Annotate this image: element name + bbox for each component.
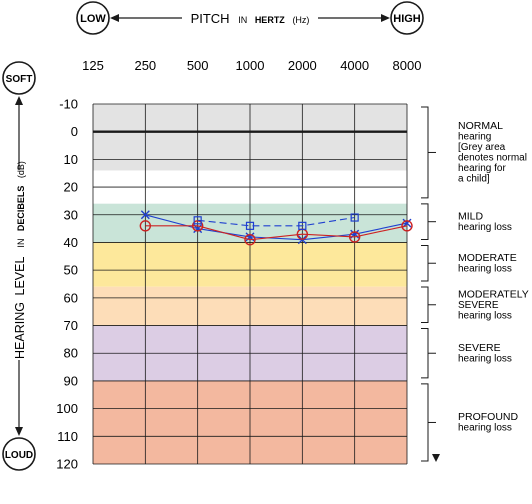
level-arrow-up-head bbox=[15, 96, 23, 105]
square-marker-point-1 bbox=[245, 221, 255, 230]
grid-lines bbox=[92, 103, 408, 465]
bracket-2 bbox=[421, 244, 429, 282]
pitch-arrow-right-head bbox=[381, 14, 390, 22]
x-tick-label-4: 2000 bbox=[288, 58, 317, 73]
pitch-unit: (Hz) bbox=[292, 15, 309, 25]
series-line-square bbox=[197, 216, 355, 227]
x-tick-label-0: 125 bbox=[82, 58, 104, 73]
x-tick-label-6: 8000 bbox=[393, 58, 422, 73]
y-tick-label-5: 40 bbox=[64, 235, 78, 250]
category-label-1-1: hearing loss bbox=[458, 222, 512, 233]
y-tick-label-2: 10 bbox=[64, 152, 78, 167]
y-tick-label-9: 80 bbox=[64, 346, 78, 361]
category-label-0-1: hearing bbox=[458, 132, 491, 143]
level-arrow-down-head bbox=[15, 427, 23, 436]
y-tick-label-3: 20 bbox=[64, 180, 78, 195]
category-label-5-0: PROFOUND bbox=[458, 411, 519, 423]
y-tick-label-13: 120 bbox=[56, 457, 78, 472]
o-marker-point-5 bbox=[401, 220, 413, 232]
category-label-5-1: hearing loss bbox=[458, 423, 512, 434]
loud-label: LOUD bbox=[5, 450, 33, 461]
soft-label: SOFT bbox=[6, 74, 33, 85]
x-marker-point-0 bbox=[140, 210, 150, 220]
category-label-4-1: hearing loss bbox=[458, 353, 512, 364]
o-marker-point-0 bbox=[139, 220, 152, 232]
bracket-0 bbox=[421, 106, 429, 199]
o-marker-point-4 bbox=[348, 231, 361, 243]
level-word: LEVEL bbox=[13, 257, 27, 296]
bracket-down-arrow bbox=[432, 454, 440, 462]
x-tick-label-2: 500 bbox=[187, 58, 209, 73]
x-tick-label-5: 4000 bbox=[340, 58, 369, 73]
y-tick-label-6: 50 bbox=[64, 263, 78, 278]
bracket-3 bbox=[421, 286, 429, 324]
category-label-2-0: MODERATE bbox=[458, 252, 517, 264]
square-marker-point-3 bbox=[350, 213, 359, 222]
pitch-in-word: IN bbox=[238, 15, 247, 25]
hearing-level-title: HEARING LEVEL IN DECIBELS (dB) bbox=[13, 161, 27, 359]
category-label-3-2: hearing loss bbox=[458, 310, 512, 321]
category-label-3-1: SEVERE bbox=[458, 300, 499, 311]
x-tick-label-3: 1000 bbox=[236, 58, 265, 73]
y-tick-label-11: 100 bbox=[56, 401, 78, 416]
high-label: HIGH bbox=[393, 13, 421, 25]
pitch-hertz-word: HERTZ bbox=[255, 15, 285, 25]
category-label-4-0: SEVERE bbox=[458, 342, 501, 354]
y-tick-labels: -10 0 10 20 30 40 50 60 70 80 90 100 110 120 bbox=[56, 97, 78, 472]
decibels-unit: (dB) bbox=[16, 161, 26, 178]
category-label-2-1: hearing loss bbox=[458, 263, 512, 274]
category-label-3-0: MODERATELY bbox=[458, 288, 529, 300]
data-series bbox=[139, 210, 413, 246]
pitch-header: LOW PITCH IN HERTZ (Hz) HIGH bbox=[76, 1, 424, 35]
x-tick-label-1: 250 bbox=[134, 58, 156, 73]
x-marker-point-5 bbox=[402, 218, 412, 228]
hearing-level-axis-title: SOFT HEARING LEVEL IN DECIBELS (dB) LOUD bbox=[2, 61, 36, 471]
series-line-o bbox=[145, 225, 408, 241]
y-tick-label-12: 110 bbox=[57, 429, 78, 444]
pitch-arrow-left-head bbox=[110, 14, 119, 22]
decibels-word: DECIBELS bbox=[16, 186, 26, 232]
y-tick-label-1: 0 bbox=[71, 124, 78, 139]
y-tick-label-7: 60 bbox=[64, 290, 78, 305]
high-badge bbox=[390, 1, 424, 35]
pitch-word: PITCH bbox=[191, 11, 230, 26]
category-label-0-3: denotes normal bbox=[458, 153, 527, 164]
loud-badge bbox=[2, 437, 36, 471]
low-badge bbox=[76, 1, 110, 35]
y-tick-label-0: -10 bbox=[59, 97, 78, 112]
bracket-1 bbox=[421, 203, 429, 240]
o-marker-point-2 bbox=[244, 233, 256, 246]
pitch-title: PITCH IN HERTZ (Hz) bbox=[191, 11, 310, 26]
category-label-0-4: hearing for bbox=[458, 163, 506, 174]
y-tick-label-4: 30 bbox=[64, 207, 78, 222]
x-tick-labels: 125 250 500 1000 2000 4000 8000 bbox=[82, 58, 421, 73]
bracket-5 bbox=[421, 383, 429, 462]
square-marker-point-2 bbox=[298, 221, 307, 230]
bracket-4 bbox=[421, 328, 429, 379]
category-label-0-0: NORMAL bbox=[458, 120, 503, 132]
hearing-word: HEARING bbox=[13, 302, 27, 359]
low-label: LOW bbox=[80, 13, 106, 25]
category-label-0-5: a child] bbox=[458, 174, 490, 185]
y-tick-label-10: 90 bbox=[64, 373, 78, 388]
y-tick-label-8: 70 bbox=[64, 318, 78, 333]
square-marker-point-0 bbox=[193, 216, 202, 225]
level-in-word: IN bbox=[16, 239, 26, 248]
category-label-1-0: MILD bbox=[458, 210, 484, 222]
category-label-0-2: [Grey area bbox=[458, 142, 506, 153]
soft-badge bbox=[2, 61, 36, 95]
